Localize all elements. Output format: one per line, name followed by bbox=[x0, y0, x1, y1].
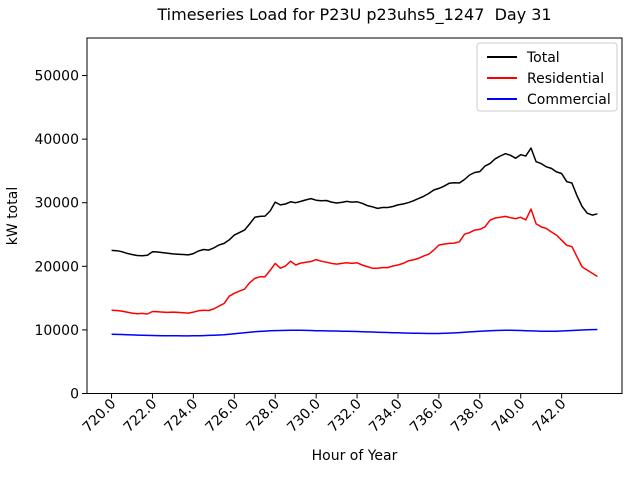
x-tick-label: 732.0 bbox=[325, 396, 365, 436]
y-tick-label: 0 bbox=[70, 387, 79, 403]
residential-legend-label: Residential bbox=[527, 71, 604, 87]
y-tick-label: 40000 bbox=[34, 132, 79, 148]
legend: Total Residential Commercial bbox=[476, 42, 618, 112]
axes-frame bbox=[86, 37, 623, 394]
x-tick-label: 730.0 bbox=[284, 396, 324, 436]
x-tick-label: 726.0 bbox=[202, 396, 242, 436]
y-axis-label: kW total bbox=[5, 187, 21, 245]
residential-line bbox=[111, 208, 598, 315]
total-legend-label: Total bbox=[526, 50, 560, 66]
x-tick-label: 728.0 bbox=[243, 396, 283, 436]
y-tick-label: 50000 bbox=[34, 69, 79, 85]
x-tick-label: 724.0 bbox=[162, 396, 202, 436]
y-tick-label: 20000 bbox=[34, 259, 79, 275]
commercial-legend-label: Commercial bbox=[527, 92, 611, 108]
x-tick-label: 722.0 bbox=[121, 396, 161, 436]
total-line bbox=[111, 147, 598, 257]
x-tick-label: 736.0 bbox=[407, 396, 447, 436]
commercial-line bbox=[111, 328, 598, 337]
x-tick-label: 740.0 bbox=[489, 396, 529, 436]
y-tick-label: 10000 bbox=[34, 323, 79, 339]
x-tick-label: 720.0 bbox=[80, 396, 120, 436]
x-tick-label: 734.0 bbox=[366, 396, 406, 436]
x-axis-label: Hour of Year bbox=[312, 448, 398, 464]
legend-box bbox=[476, 42, 618, 112]
x-tick-label: 742.0 bbox=[530, 396, 570, 436]
x-tick-label: 738.0 bbox=[448, 396, 488, 436]
chart-title: Timeseries Load for P23U p23uhs5_1247 Da… bbox=[156, 5, 551, 25]
y-tick-label: 30000 bbox=[34, 196, 79, 212]
